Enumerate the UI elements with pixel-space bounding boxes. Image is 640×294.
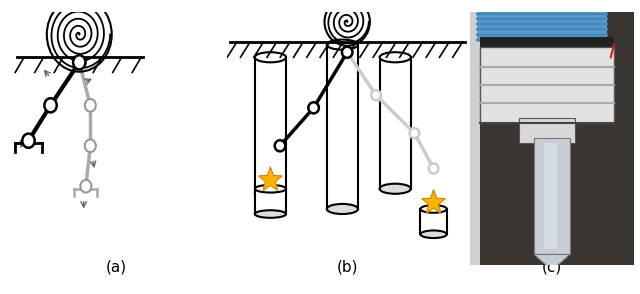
Bar (380, 57, 411, 189)
Circle shape (44, 98, 57, 112)
Bar (480, 37, 614, 52)
Circle shape (73, 55, 86, 69)
Circle shape (84, 139, 96, 152)
Bar (255, 189, 286, 214)
Ellipse shape (327, 40, 358, 50)
Ellipse shape (327, 204, 358, 214)
Polygon shape (534, 255, 570, 267)
Bar (477, 12, 607, 42)
Ellipse shape (420, 230, 447, 238)
Bar (520, 118, 575, 143)
Text: (b): (b) (337, 260, 358, 275)
Circle shape (308, 102, 319, 113)
Bar (327, 45, 358, 209)
Ellipse shape (255, 210, 286, 218)
Polygon shape (259, 167, 282, 191)
Bar (534, 138, 570, 255)
Circle shape (371, 90, 381, 100)
Circle shape (429, 163, 438, 173)
Ellipse shape (255, 189, 286, 199)
Bar (470, 12, 480, 265)
Bar (544, 143, 557, 249)
Ellipse shape (380, 184, 411, 194)
Bar (420, 209, 447, 234)
Ellipse shape (380, 52, 411, 62)
Circle shape (84, 99, 96, 112)
Ellipse shape (255, 52, 286, 62)
Bar (480, 47, 614, 123)
Circle shape (410, 128, 419, 138)
Ellipse shape (420, 205, 447, 213)
Circle shape (81, 180, 92, 193)
Polygon shape (422, 190, 445, 213)
Ellipse shape (255, 185, 286, 193)
Circle shape (342, 47, 353, 58)
Circle shape (275, 140, 285, 151)
Text: (c): (c) (542, 260, 562, 275)
Circle shape (22, 134, 35, 148)
Bar (255, 57, 286, 194)
Text: (a): (a) (106, 260, 127, 275)
